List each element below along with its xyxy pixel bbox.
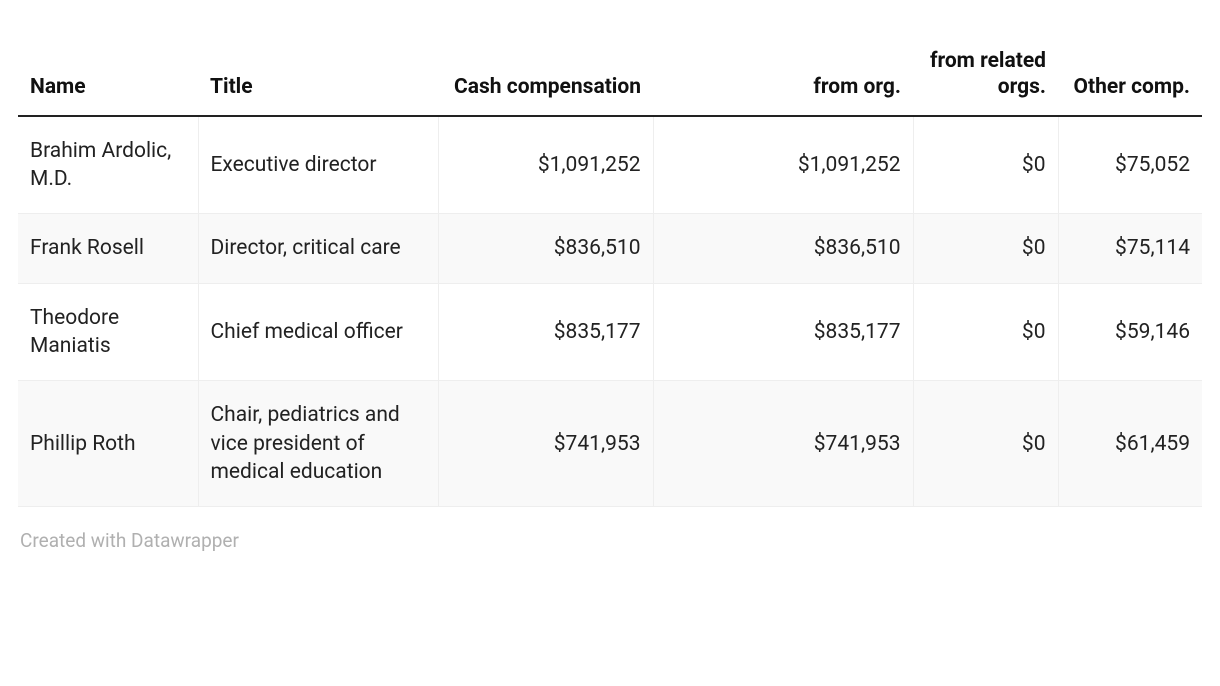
table-row: Phillip Roth Chair, pediatrics and vice … [18, 381, 1202, 507]
cell-from-related: $0 [913, 381, 1058, 507]
cell-name: Phillip Roth [18, 381, 198, 507]
cell-from-related: $0 [913, 283, 1058, 381]
cell-name: Theodore Maniatis [18, 283, 198, 381]
cell-other-comp: $59,146 [1058, 283, 1202, 381]
cell-from-org: $1,091,252 [653, 116, 913, 214]
cell-from-related: $0 [913, 116, 1058, 214]
cell-from-org: $835,177 [653, 283, 913, 381]
table-row: Frank Rosell Director, critical care $83… [18, 214, 1202, 283]
compensation-table: Name Title Cash compensation from org. f… [18, 20, 1202, 507]
col-header-from-related: from related orgs. [913, 20, 1058, 116]
cell-title: Chief medical officer [198, 283, 438, 381]
cell-from-org: $741,953 [653, 381, 913, 507]
cell-name: Frank Rosell [18, 214, 198, 283]
cell-from-org: $836,510 [653, 214, 913, 283]
attribution-text: Created with Datawrapper [18, 507, 1202, 552]
cell-title: Executive director [198, 116, 438, 214]
cell-cash-comp: $741,953 [438, 381, 653, 507]
cell-cash-comp: $836,510 [438, 214, 653, 283]
cell-name: Brahim Ardolic, M.D. [18, 116, 198, 214]
cell-other-comp: $75,114 [1058, 214, 1202, 283]
table-header-row: Name Title Cash compensation from org. f… [18, 20, 1202, 116]
cell-cash-comp: $1,091,252 [438, 116, 653, 214]
table-row: Brahim Ardolic, M.D. Executive director … [18, 116, 1202, 214]
col-header-other-comp: Other comp. [1058, 20, 1202, 116]
cell-title: Chair, pediatrics and vice president of … [198, 381, 438, 507]
cell-other-comp: $61,459 [1058, 381, 1202, 507]
col-header-title: Title [198, 20, 438, 116]
cell-from-related: $0 [913, 214, 1058, 283]
col-header-name: Name [18, 20, 198, 116]
cell-title: Director, critical care [198, 214, 438, 283]
col-header-cash-comp: Cash compensation [438, 20, 653, 116]
cell-other-comp: $75,052 [1058, 116, 1202, 214]
col-header-from-org: from org. [653, 20, 913, 116]
table-row: Theodore Maniatis Chief medical officer … [18, 283, 1202, 381]
cell-cash-comp: $835,177 [438, 283, 653, 381]
